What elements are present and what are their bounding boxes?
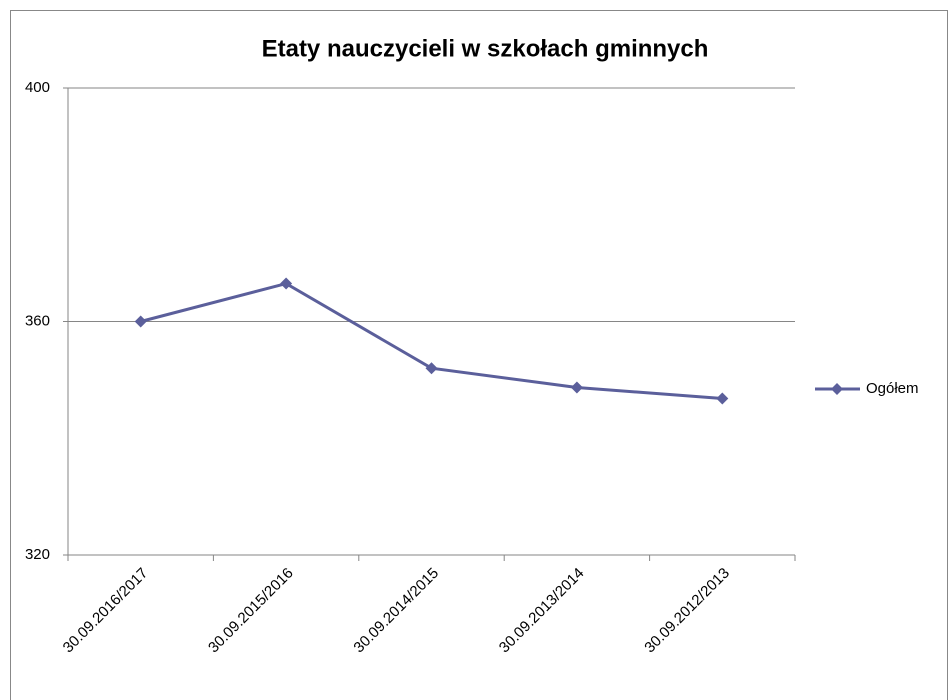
point xyxy=(716,392,729,405)
y-tick-label: 360 xyxy=(25,312,50,329)
legend-label: Ogółem xyxy=(866,380,919,397)
chart-title: Etaty nauczycieli w szkołach gminnych xyxy=(262,35,709,62)
y-tick-label: 400 xyxy=(25,79,50,96)
y-tick-label: 320 xyxy=(25,546,50,563)
chart-border xyxy=(10,10,948,700)
point xyxy=(134,315,147,328)
point xyxy=(425,362,438,375)
point xyxy=(570,381,583,394)
point xyxy=(280,277,293,290)
legend-marker xyxy=(831,383,843,395)
